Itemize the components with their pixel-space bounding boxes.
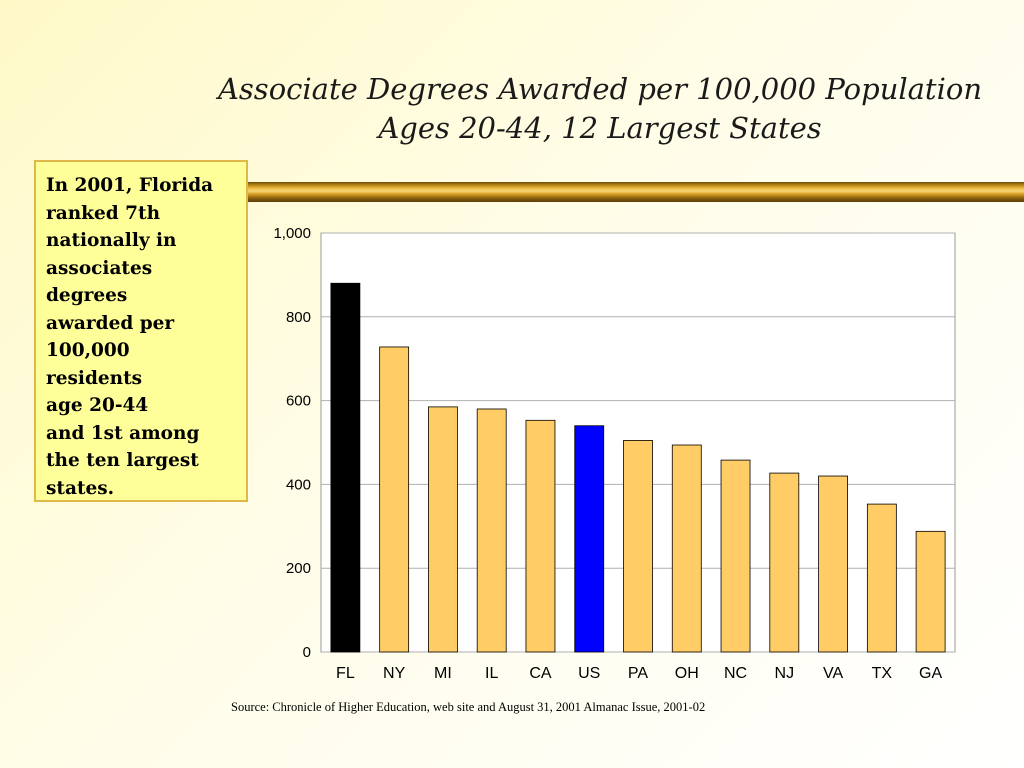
bar-us — [574, 425, 605, 653]
bar-fl — [330, 282, 361, 653]
bar-oh — [671, 444, 702, 653]
x-tick-label-ga: GA — [919, 665, 942, 682]
bar-nj — [769, 472, 800, 653]
decorative-gold-rule — [248, 182, 1024, 202]
x-tick-label-oh: OH — [675, 665, 699, 682]
bar-nc — [720, 459, 751, 653]
chart-title-line-1: Associate Degrees Awarded per 100,000 Po… — [217, 72, 982, 106]
x-tick-label-tx: TX — [872, 665, 893, 682]
bar-tx — [866, 503, 897, 653]
bar-il — [476, 408, 507, 653]
bar-va — [818, 475, 848, 653]
y-tick-label: 800 — [286, 309, 311, 326]
bar-ca — [525, 419, 556, 653]
x-tick-label-il: IL — [485, 665, 498, 682]
bar-chart: 0 200 400 600 800 1,000 FL NY MI IL CA US PA OH NC NJ V… — [273, 225, 956, 682]
x-tick-label-ca: CA — [529, 665, 552, 682]
y-axis-ticks: 0 200 400 600 800 1,000 — [273, 225, 311, 661]
chart-title-line-2: Ages 20-44, 12 Largest States — [378, 111, 822, 145]
x-tick-label-fl: FL — [336, 665, 355, 682]
chart-title: Associate Degrees Awarded per 100,000 Po… — [180, 70, 1020, 148]
x-tick-label-us: US — [578, 665, 600, 682]
y-tick-label: 1,000 — [273, 225, 311, 242]
bar-ny — [379, 346, 410, 653]
y-tick-label: 400 — [286, 476, 311, 493]
bar-ga — [915, 530, 946, 653]
bar-mi — [428, 406, 458, 653]
x-tick-label-nc: NC — [724, 665, 747, 682]
x-tick-label-mi: MI — [434, 665, 452, 682]
y-tick-label: 0 — [303, 644, 311, 661]
x-tick-label-pa: PA — [628, 665, 648, 682]
y-tick-label: 200 — [286, 560, 311, 577]
x-tick-label-ny: NY — [383, 665, 406, 682]
y-tick-label: 600 — [286, 393, 311, 410]
x-tick-label-nj: NJ — [775, 665, 795, 682]
bar-pa — [623, 440, 653, 653]
x-axis-ticks: FL NY MI IL CA US PA OH NC NJ VA TX GA — [336, 665, 942, 682]
source-citation: Source: Chronicle of Higher Education, w… — [231, 700, 706, 714]
florida-ranking-note: In 2001, Florida ranked 7th nationally i… — [34, 160, 248, 502]
bars — [330, 282, 946, 653]
x-tick-label-va: VA — [823, 665, 843, 682]
